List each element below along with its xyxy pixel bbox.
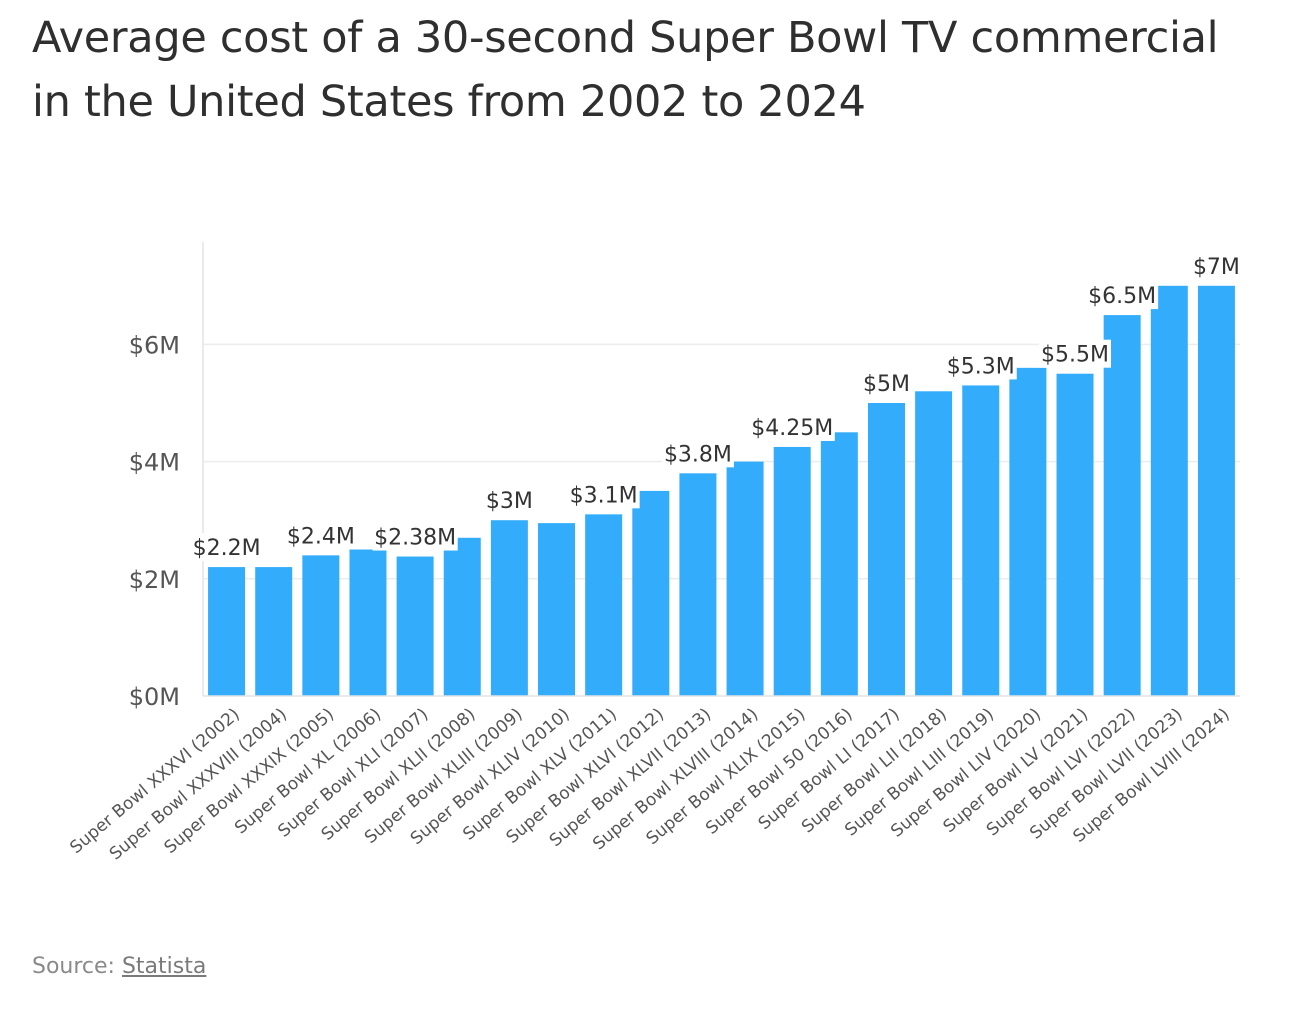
bars [208, 285, 1235, 696]
data-label: $5.5M [1039, 339, 1112, 368]
data-label: $3.1M [567, 480, 640, 509]
data-label-text: $6.5M [1088, 284, 1156, 309]
data-label-bg [863, 369, 910, 397]
data-label-bg [1086, 281, 1159, 310]
data-label-bg [1193, 251, 1240, 280]
data-label: $3M [486, 486, 533, 515]
data-label-text: $3.1M [570, 483, 638, 508]
bar [396, 556, 434, 696]
data-label-bg [661, 439, 734, 468]
bar [726, 461, 764, 696]
data-label-text: $5M [863, 372, 910, 397]
data-label-text: $7M [1193, 255, 1240, 280]
bar [585, 514, 623, 696]
data-label-text: $5.5M [1041, 343, 1109, 368]
bar [208, 567, 246, 696]
bar [1056, 373, 1094, 696]
data-label: $2.4M [284, 521, 357, 550]
data-label-bg [749, 412, 835, 441]
bar [443, 537, 481, 696]
source-prefix: Source: [32, 954, 122, 979]
bar [1009, 367, 1047, 696]
data-label: $5M [863, 369, 910, 397]
bar [962, 385, 1000, 696]
bar [867, 403, 905, 696]
data-label: $6.5M [1086, 281, 1159, 310]
data-label-bg [284, 521, 357, 550]
data-label-text: $3.8M [664, 442, 732, 467]
data-label-bg [944, 351, 1017, 380]
bar [915, 391, 953, 696]
source-note: Source: Statista [32, 954, 206, 979]
data-label-text: $2.4M [287, 524, 355, 549]
bar [349, 549, 387, 696]
y-tick-label: $6M [129, 331, 180, 359]
y-tick-label: $4M [129, 449, 180, 477]
y-tick-label: $2M [129, 566, 180, 594]
bar [1197, 285, 1235, 696]
data-label-text: $2.38M [374, 526, 456, 551]
data-labels: $2.2M $2.4M $2.38M $3M $3.1M $3.8M $4.25M $5M $5… [190, 251, 1240, 562]
bar [538, 523, 576, 696]
data-label-bg [567, 480, 640, 509]
data-label-text: $3M [486, 489, 533, 514]
data-label-bg [372, 522, 458, 551]
data-label-bg [1039, 339, 1112, 368]
bar [679, 473, 717, 696]
bar [255, 567, 293, 696]
data-label: $3.8M [661, 439, 734, 468]
data-label: $2.2M [190, 533, 263, 562]
x-tick-label: Super Bowl XXXVIII (2004) [106, 705, 291, 865]
bar [490, 520, 528, 696]
data-label-text: $5.3M [947, 354, 1015, 379]
bar [773, 446, 811, 696]
data-label-text: $2.2M [193, 536, 261, 561]
source-link[interactable]: Statista [121, 954, 207, 979]
bar [820, 432, 858, 696]
bar [1103, 315, 1141, 696]
data-label-bg [190, 533, 263, 562]
chart-title: Average cost of a 30-second Super Bowl T… [32, 13, 1219, 127]
data-label-text: $4.25M [751, 416, 833, 441]
bar [302, 555, 340, 696]
data-label: $2.38M [372, 522, 458, 551]
data-label-bg [486, 486, 533, 515]
data-label: $7M [1193, 251, 1240, 280]
data-label: $5.3M [944, 351, 1017, 380]
bar [1150, 285, 1188, 696]
y-tick-label: $0M [129, 683, 180, 711]
data-label: $4.25M [749, 412, 835, 441]
bar [632, 490, 670, 696]
